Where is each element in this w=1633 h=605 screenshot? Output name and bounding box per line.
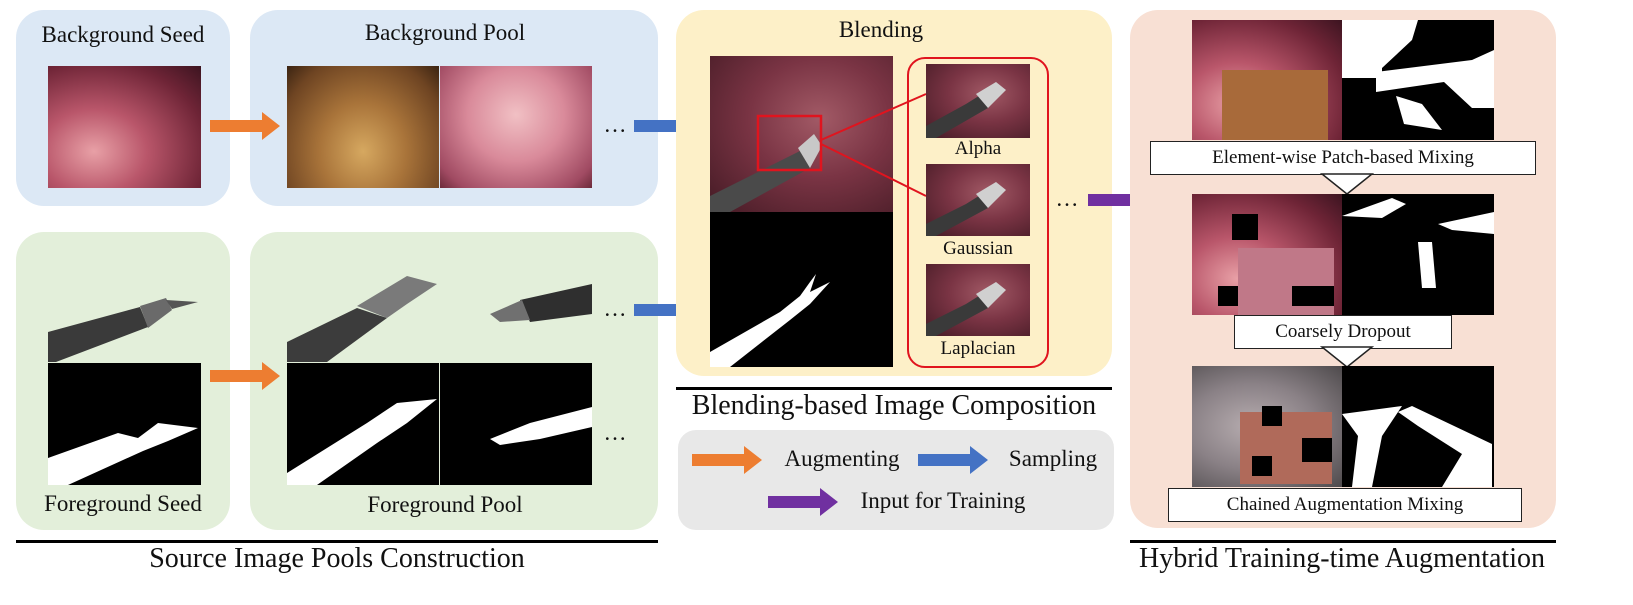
alpha-label: Alpha [954,138,1002,159]
blending-methods-box [907,57,1049,368]
laplacian-blend-image [926,264,1030,336]
mixing-2-label: Coarsely Dropout [1234,315,1452,349]
mixing-1-image [1192,20,1342,140]
background-seed-label: Background Seed [41,22,205,47]
blended-image [710,56,893,212]
legend-sampling-label: Sampling [1008,446,1098,471]
legend-training-arrow [768,488,838,516]
foreground-pool-mask-1 [287,363,439,485]
foreground-seed-instrument-image [48,292,201,362]
blended-mask [710,212,893,367]
mixing-3-label: Chained Augmentation Mixing [1168,488,1522,522]
alpha-blend-image [926,64,1030,138]
background-pool-image-1 [287,66,439,188]
background-pool-label: Background Pool [364,20,526,45]
augmenting-arrow-background [210,112,280,140]
background-seed-image [48,66,201,188]
background-pool-ellipsis: … [603,112,627,137]
legend-sampling-arrow [918,446,988,474]
mixing-1-down-arrow [1319,173,1375,195]
mixing-3-mask [1342,366,1494,487]
gaussian-blend-image [926,164,1030,236]
mixing-2-image [1192,194,1342,315]
blending-ellipsis: … [1055,186,1079,211]
foreground-seed-label: Foreground Seed [44,491,202,516]
blending-section-rule [676,387,1112,390]
zoom-indicator [756,93,927,197]
legend-augmenting-label: Augmenting [784,446,900,471]
foreground-pool-instrument-image-2 [440,270,592,362]
blending-section-title: Blending-based Image Composition [691,390,1097,421]
foreground-pool-image-ellipsis: … [603,296,627,321]
legend-augmenting-arrow [692,446,762,474]
laplacian-label: Laplacian [940,338,1016,359]
legend-training-label: Input for Training [860,488,1026,513]
foreground-pool-mask-2 [440,363,592,485]
foreground-seed-mask [48,363,201,485]
mixing-1-label: Element-wise Patch-based Mixing [1150,141,1536,175]
mixing-3-image [1192,366,1342,487]
source-section-rule [16,540,658,543]
foreground-pool-label: Foreground Pool [367,492,523,517]
blending-title: Blending [838,17,924,42]
background-pool-image-2 [440,66,592,188]
gaussian-label: Gaussian [943,238,1013,259]
foreground-pool-mask-ellipsis: … [603,420,627,445]
augmenting-arrow-foreground [210,362,280,390]
source-section-title: Source Image Pools Construction [149,543,525,574]
legend-panel [678,430,1114,530]
mixing-2-down-arrow [1319,346,1375,368]
foreground-pool-instrument-image-1 [287,270,439,362]
hybrid-section-rule [1130,540,1556,543]
hybrid-section-title: Hybrid Training-time Augmentation [1139,543,1545,574]
mixing-2-mask [1342,194,1494,315]
mixing-1-mask [1342,20,1494,140]
